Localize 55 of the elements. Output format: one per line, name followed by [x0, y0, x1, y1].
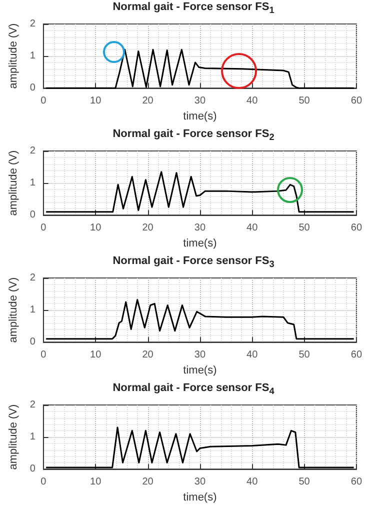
x-tick-label: 40 — [246, 350, 258, 361]
line-series — [45, 426, 355, 468]
y-axis-title: amplitude (V) — [8, 23, 20, 89]
y-tick-label: 0 — [30, 82, 36, 94]
x-tick-label: 40 — [246, 222, 258, 234]
x-tick-label: 20 — [142, 222, 154, 234]
x-tick-label: 60 — [350, 96, 362, 107]
x-axis-title: time(s) — [183, 110, 217, 122]
x-tick-label: 50 — [298, 96, 310, 107]
x-tick-label: 0 — [40, 96, 47, 107]
y-tick-label: 1 — [30, 304, 36, 316]
chart-title: Normal gait - Force sensor FS$_{3}$ — [112, 255, 276, 270]
x-tick-label: 10 — [90, 350, 102, 361]
y-axis-title: amplitude (V) — [8, 404, 20, 470]
x-tick-label: 10 — [90, 96, 102, 107]
y-tick-label: 1 — [30, 178, 36, 189]
chart-title: Normal gait - Force sensor FS$_{4}$ — [112, 382, 276, 396]
x-tick-label: 30 — [194, 96, 206, 107]
y-tick-label: 2 — [30, 272, 36, 284]
x-tick-label: 30 — [194, 222, 206, 234]
x-tick-label: 40 — [246, 476, 258, 488]
y-tick-label: 0 — [30, 336, 36, 348]
chart-title: Normal gait - Force sensor FS$_{1}$ — [112, 1, 276, 16]
y-tick-label: 2 — [30, 18, 36, 30]
x-tick-label: 0 — [40, 476, 47, 488]
x-tick-label: 60 — [350, 350, 362, 361]
y-tick-label: 1 — [30, 50, 36, 62]
x-axis-title: time(s) — [183, 364, 217, 376]
x-tick-label: 10 — [90, 476, 102, 488]
chart-title: Normal gait - Force sensor FS$_{2}$ — [112, 128, 276, 142]
x-tick-label: 50 — [298, 222, 310, 234]
line-series — [45, 171, 355, 213]
x-tick-label: 0 — [40, 350, 47, 361]
x-tick-label: 0 — [40, 222, 47, 234]
x-tick-label: 60 — [350, 222, 362, 234]
y-tick-label: 2 — [30, 146, 36, 156]
y-tick-label: 1 — [30, 432, 36, 443]
line-series — [45, 299, 355, 340]
x-tick-label: 50 — [298, 350, 310, 361]
y-tick-label: 0 — [30, 210, 36, 221]
y-tick-label: 0 — [30, 464, 36, 475]
y-tick-label: 2 — [30, 400, 36, 410]
x-tick-label: 40 — [246, 96, 258, 107]
y-axis-title: amplitude (V) — [8, 277, 20, 343]
x-tick-label: 10 — [90, 222, 102, 234]
x-tick-label: 20 — [142, 96, 154, 107]
x-tick-label: 30 — [194, 350, 206, 361]
x-axis-title: time(s) — [183, 492, 217, 504]
x-tick-label: 20 — [142, 476, 154, 488]
x-axis-title: time(s) — [183, 238, 217, 250]
y-axis-title: amplitude (V) — [8, 150, 20, 216]
x-tick-label: 20 — [142, 350, 154, 361]
x-tick-label: 50 — [298, 476, 310, 488]
x-tick-label: 30 — [194, 476, 206, 488]
x-tick-label: 60 — [350, 476, 362, 488]
